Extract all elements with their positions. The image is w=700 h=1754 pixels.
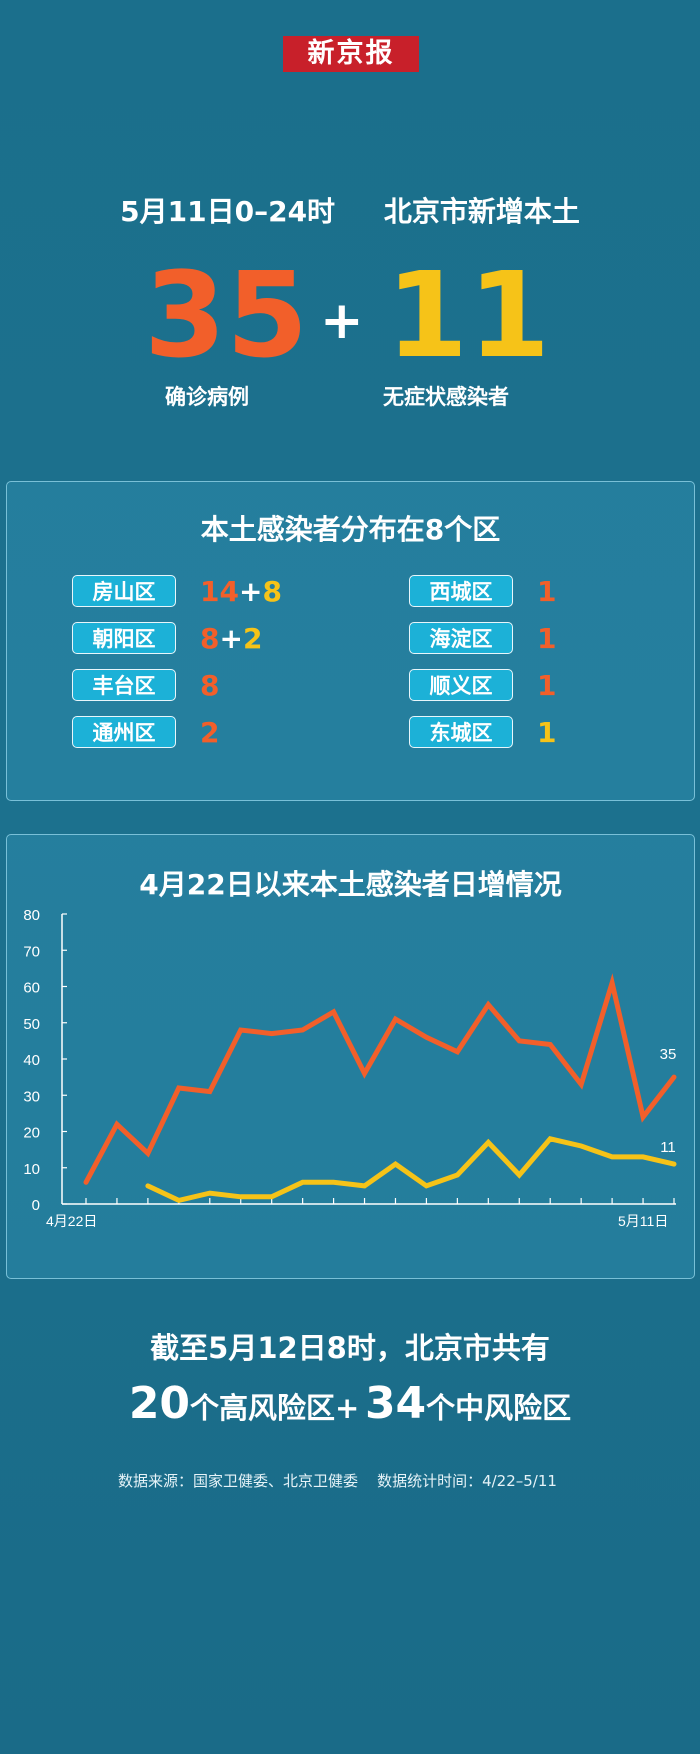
- y-tick-label: 30: [23, 1088, 40, 1105]
- district-confirmed: 8: [200, 668, 220, 702]
- district-count: 1: [537, 575, 556, 608]
- y-tick-label: 0: [32, 1197, 40, 1214]
- district-name: 朝阳区: [72, 622, 176, 654]
- chart-title: 4月22日以来本土感染者日增情况: [139, 868, 562, 901]
- district-count: 1: [537, 622, 556, 655]
- y-tick-label: 70: [23, 943, 40, 960]
- series-line-asymptomatic: [145, 1136, 677, 1204]
- y-tick-label: 10: [23, 1161, 40, 1178]
- district-confirmed: 1: [537, 668, 557, 702]
- mid-risk-text: 个中风险区: [426, 1391, 572, 1425]
- headline: 5月11日0–24时 北京市新增本土: [0, 190, 700, 230]
- district-name: 通州区: [72, 716, 176, 748]
- district-asymptomatic: 8: [262, 574, 282, 608]
- district-plus: +: [238, 574, 263, 608]
- series-end-label-asymptomatic: 11: [660, 1139, 676, 1156]
- x-tick-label: 5月11日: [618, 1213, 668, 1229]
- district-count: 1: [537, 716, 556, 749]
- asymptomatic-label: 无症状感染者: [383, 385, 509, 409]
- district-row: 海淀区 1: [409, 621, 556, 655]
- district-row: 东城区 1: [409, 715, 556, 749]
- headline-subject: 北京市新增本土: [383, 195, 580, 228]
- y-tick-label: 50: [23, 1016, 40, 1033]
- district-count: 2: [200, 716, 219, 749]
- district-name: 海淀区: [409, 622, 513, 654]
- district-panel: 本土感染者分布在8个区 房山区 14+8 朝阳区 8+2 丰台区 8 通州区 2…: [6, 481, 695, 801]
- district-name: 顺义区: [409, 669, 513, 701]
- district-row: 顺义区 1: [409, 668, 556, 702]
- district-row: 西城区 1: [409, 574, 556, 608]
- district-name: 西城区: [409, 575, 513, 607]
- district-confirmed: 2: [200, 715, 220, 749]
- y-tick-label: 60: [23, 980, 40, 997]
- district-confirmed: 14: [200, 574, 239, 608]
- district-count: 8+2: [200, 622, 262, 655]
- district-panel-title: 本土感染者分布在8个区: [200, 513, 501, 546]
- district-row: 房山区 14+8: [72, 574, 282, 608]
- district-plus: +: [219, 621, 243, 655]
- district-count: 1: [537, 669, 556, 702]
- y-tick-label: 80: [23, 907, 40, 924]
- chart-panel: 4月22日以来本土感染者日增情况: [6, 834, 695, 1279]
- district-count: 14+8: [200, 575, 282, 608]
- district-confirmed: 1: [537, 574, 557, 608]
- district-name: 东城区: [409, 716, 513, 748]
- high-risk-count: 20: [128, 1378, 191, 1429]
- risk-summary-line1: 截至5月12日8时，北京市共有: [150, 1331, 550, 1365]
- asymptomatic-count: 11: [386, 246, 551, 384]
- district-confirmed: 1: [537, 621, 557, 655]
- line-chart: 0 10 20 30 40 50 60 70 80 4月22日 5月11日 35 11: [23, 907, 677, 1229]
- district-name: 房山区: [72, 575, 176, 607]
- district-asymptomatic: 1: [537, 715, 557, 749]
- district-asymptomatic: 2: [242, 621, 263, 655]
- district-count: 8: [200, 669, 219, 702]
- mid-risk-count: 34: [364, 1378, 427, 1429]
- headline-date: 5月11日0–24时: [120, 195, 336, 228]
- series-end-label-confirmed: 35: [660, 1046, 677, 1063]
- confirmed-label: 确诊病例: [165, 385, 249, 409]
- plus-sign: +: [320, 291, 364, 351]
- confirmed-count: 35: [144, 246, 309, 384]
- district-confirmed: 8: [200, 621, 220, 655]
- district-row: 朝阳区 8+2: [72, 621, 262, 655]
- high-risk-text: 个高风险区+: [190, 1391, 360, 1425]
- series-line-confirmed: [83, 973, 677, 1185]
- brand-logo: 新京报: [283, 36, 419, 72]
- risk-summary-line2: 20个高风险区+ 34个中风险区: [0, 1378, 700, 1429]
- y-tick-label: 20: [23, 1125, 40, 1142]
- y-tick-label: 40: [23, 1052, 40, 1069]
- data-source: 数据来源：国家卫健委、北京卫健委 数据统计时间：4/22–5/11: [118, 1472, 557, 1490]
- district-name: 丰台区: [72, 669, 176, 701]
- district-row: 丰台区 8: [72, 668, 219, 702]
- district-row: 通州区 2: [72, 715, 219, 749]
- x-tick-label: 4月22日: [46, 1213, 97, 1229]
